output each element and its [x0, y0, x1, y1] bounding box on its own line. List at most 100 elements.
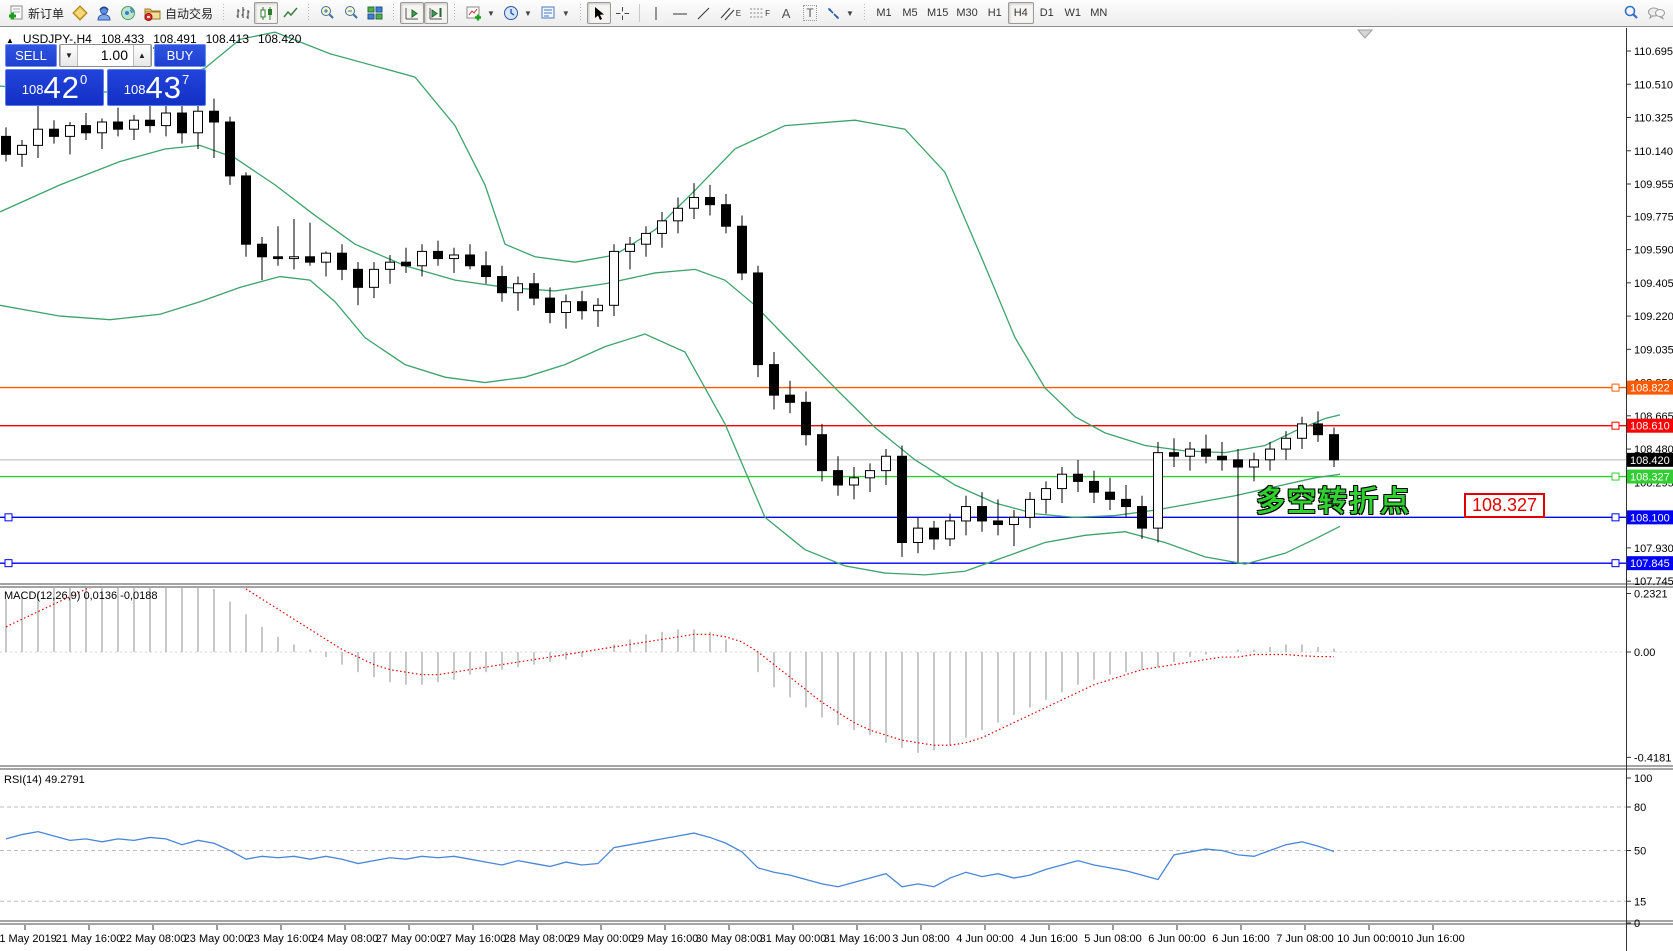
rsi-tick-label: 80 — [1634, 802, 1646, 814]
volume-increase-button[interactable]: ▲ — [133, 45, 151, 66]
main-price-pane — [0, 31, 1626, 576]
search-icon — [1623, 5, 1639, 21]
candlestick-series — [1, 96, 1339, 563]
crosshair-icon — [615, 6, 630, 21]
symbol-header: ▲ USDJPY-,H4 108.433 108.491 108.413 108… — [6, 32, 301, 49]
price-box-annotation[interactable]: 108.327 — [1464, 492, 1545, 518]
tf-mn-button[interactable]: MN — [1090, 7, 1108, 19]
candle-body — [225, 121, 235, 177]
autotrading-button[interactable]: 自动交易 — [140, 2, 217, 24]
hline-price-label-text: 108.610 — [1630, 421, 1670, 433]
crosshair-tool-button[interactable] — [611, 2, 635, 24]
candle-body — [97, 121, 107, 134]
channel-tool-button[interactable]: E — [716, 2, 745, 24]
chart-shift-button[interactable] — [424, 2, 449, 24]
candle-body — [465, 254, 475, 267]
text-tool-button[interactable]: A — [774, 2, 798, 24]
volume-decrease-button[interactable]: ▼ — [60, 45, 78, 66]
arrows-icon — [826, 6, 841, 21]
tf-m30-button[interactable]: M30 — [956, 7, 978, 19]
toolbar-grip — [306, 4, 312, 22]
candlestick-chart-type-button[interactable] — [254, 2, 279, 24]
new-order-button[interactable]: 新订单 — [4, 2, 68, 24]
line-handle[interactable] — [1611, 383, 1620, 392]
candle-body — [593, 304, 603, 312]
candle-body — [753, 272, 763, 366]
time-tick-label: 27 May 16:00 — [440, 933, 507, 945]
toolbar-grip — [452, 4, 458, 22]
zoom-in-button[interactable] — [315, 2, 339, 24]
tf-d1-button[interactable]: D1 — [1039, 7, 1054, 19]
candle-body — [433, 250, 443, 260]
candle-body — [1233, 459, 1243, 468]
collapse-triangle-icon[interactable]: ▲ — [6, 36, 14, 45]
candle-body — [1121, 498, 1131, 508]
price-tick-label: 107.745 — [1634, 576, 1673, 588]
auto-scroll-button[interactable] — [400, 2, 425, 24]
chart-canvas[interactable]: 110.695 110.510 110.325 110.140 109.955 109.7… — [0, 28, 1673, 951]
bar-chart-type-button[interactable] — [230, 2, 254, 24]
tf-m1-button[interactable]: M1 — [876, 7, 892, 19]
cursor-tool-button[interactable] — [586, 2, 611, 24]
candle-body — [1057, 473, 1067, 490]
line-handle[interactable] — [1611, 472, 1620, 481]
templates-button[interactable]: ▼ — [536, 2, 574, 24]
line-handle[interactable] — [1611, 513, 1620, 522]
fibonacci-tool-button[interactable]: F — [745, 2, 774, 24]
indicators-button[interactable]: ▼ — [461, 2, 499, 24]
chat-button[interactable] — [1643, 2, 1669, 24]
tf-h4-button[interactable]: H4 — [1007, 2, 1034, 24]
symbol-name: USDJPY-,H4 — [22, 32, 92, 46]
zoom-out-button[interactable] — [339, 2, 363, 24]
candle-body — [881, 455, 891, 472]
hline-price-label-text: 108.100 — [1630, 512, 1670, 524]
price-tick-label: 110.140 — [1634, 146, 1673, 158]
buy-price-display[interactable]: 108 43 7 — [107, 69, 206, 106]
tf-m5-button[interactable]: M5 — [902, 7, 918, 19]
toolbar-grip — [577, 4, 583, 22]
candle-body — [401, 261, 411, 267]
time-tick-label: 23 May 00:00 — [184, 933, 251, 945]
sell-button[interactable]: SELL — [5, 44, 57, 67]
signals-button[interactable] — [116, 2, 140, 24]
tf-w1-button[interactable]: W1 — [1064, 7, 1082, 19]
candle-body — [1265, 448, 1275, 461]
market-button[interactable] — [92, 2, 116, 24]
trendline-tool-button[interactable] — [692, 2, 716, 24]
candle-body — [689, 196, 699, 209]
label-tool-button[interactable]: T — [798, 2, 822, 24]
candle-body — [1249, 459, 1259, 468]
tile-windows-button[interactable] — [363, 2, 387, 24]
time-tick-label: 30 May 08:00 — [696, 933, 763, 945]
candle-body — [705, 196, 715, 206]
volume-input[interactable]: 1.00 — [100, 47, 128, 63]
search-button[interactable] — [1619, 2, 1643, 24]
line-chart-type-button[interactable] — [278, 2, 302, 24]
horizontal-line-tool-button[interactable] — [668, 2, 692, 24]
vertical-line-tool-button[interactable] — [644, 2, 668, 24]
turning-point-annotation[interactable]: 多空转折点 — [1256, 486, 1412, 518]
metaeditor-button[interactable] — [68, 2, 92, 24]
candle-body — [1329, 434, 1339, 461]
time-tick-label: 10 Jun 00:00 — [1337, 933, 1401, 945]
line-handle[interactable] — [4, 513, 13, 522]
line-chart-icon — [282, 6, 298, 21]
chart-shift-marker[interactable] — [1356, 29, 1374, 39]
candle-body — [257, 243, 267, 258]
price-tick-label: 109.035 — [1634, 344, 1673, 356]
line-handle[interactable] — [1611, 421, 1620, 430]
line-handle[interactable] — [4, 559, 13, 568]
buy-button[interactable]: BUY — [154, 44, 206, 67]
sell-price-display[interactable]: 108 42 0 — [5, 69, 104, 106]
tf-h1-button[interactable]: H1 — [987, 7, 1002, 19]
price-tick-label: 109.775 — [1634, 211, 1673, 223]
periods-button[interactable]: ▼ — [499, 2, 536, 24]
candle-body — [977, 506, 987, 522]
horizontal-line-icon — [672, 6, 688, 21]
volume-stepper: ▼ 1.00 ▲ — [59, 44, 152, 67]
candle-body — [817, 434, 827, 472]
arrows-tool-button[interactable]: ▼ — [822, 2, 858, 24]
tf-m15-button[interactable]: M15 — [926, 7, 949, 19]
time-tick-label: 4 Jun 00:00 — [956, 933, 1014, 945]
line-handle[interactable] — [1611, 559, 1620, 568]
